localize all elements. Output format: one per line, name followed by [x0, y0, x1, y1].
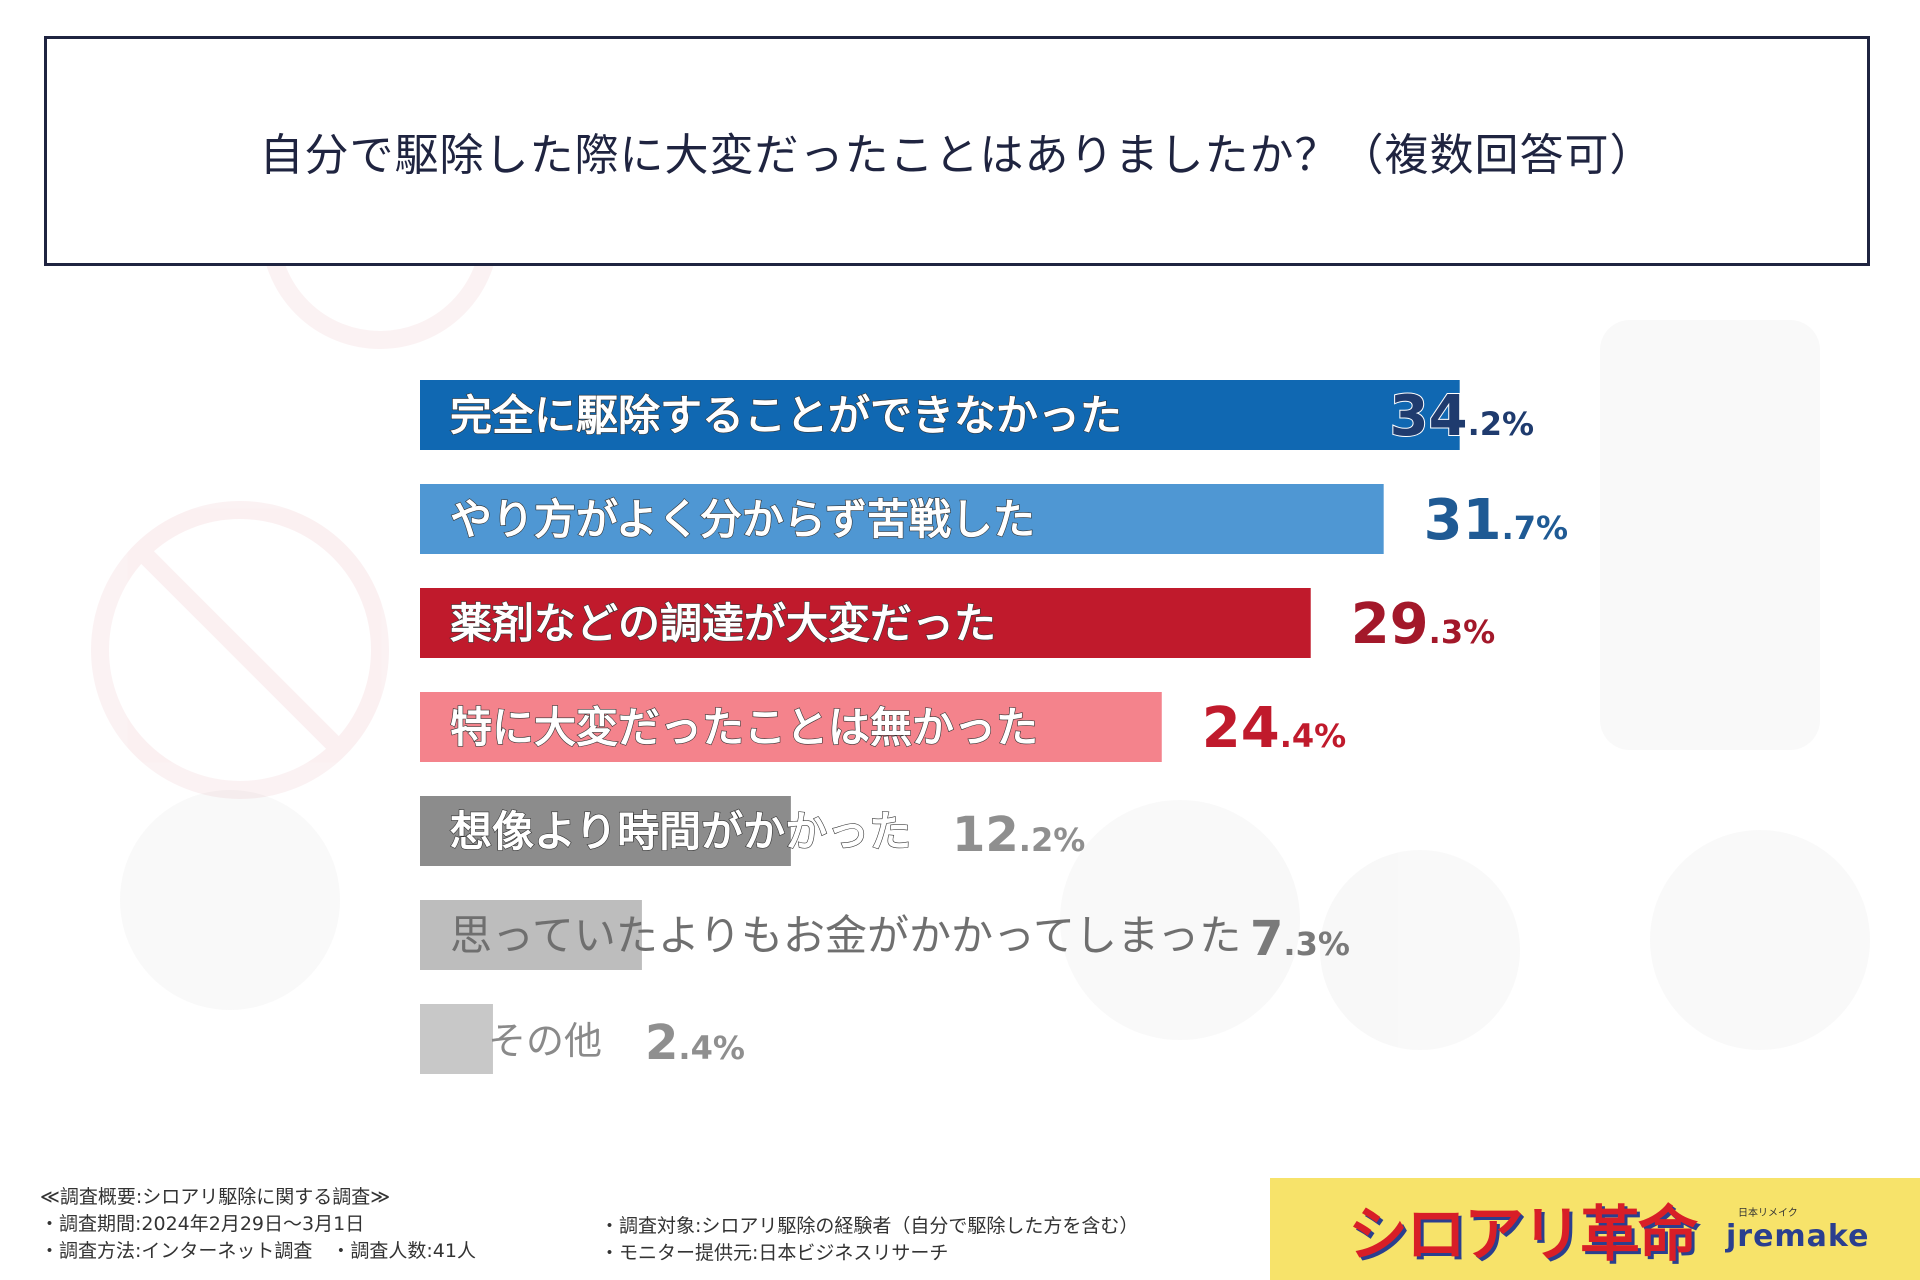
logo-main-text: シロアリ革命 [1348, 1199, 1698, 1270]
survey-target: ・調査対象:シロアリ駆除の経験者（自分で駆除した方を含む） [600, 1215, 1139, 1237]
category-label-4: 特に大変だったことは無かった [450, 703, 1038, 752]
bar-3 [420, 588, 1311, 658]
survey-footer-right: ・調査対象:シロアリ駆除の経験者（自分で駆除した方を含む） ・モニター提供元:日… [600, 1213, 1138, 1267]
value-label-3: 29.3% [1351, 592, 1495, 657]
bar-5 [420, 796, 791, 866]
category-label-6: 思っていたよりもお金がかかってしまった [450, 911, 1241, 960]
value-label-7: 2.4% [645, 1015, 745, 1071]
value-label-2: 31.7% [1424, 488, 1568, 553]
logo-brand: jremake [1726, 1219, 1870, 1254]
category-label-1: 完全に駆除することができなかった [450, 391, 1122, 440]
value-label-1: 34.2% [1390, 384, 1534, 449]
category-label-2: やり方がよく分からず苦戦した [450, 495, 1035, 544]
brand-logo: シロアリ革命 日本リメイク jremake [1270, 1178, 1920, 1280]
bar-2 [420, 484, 1384, 554]
survey-method: ・調査方法:インターネット調査 ・調査人数:41人 [40, 1240, 476, 1262]
category-label-3: 薬剤などの調達が大変だった [450, 599, 996, 648]
chart-title: 自分で駆除した際に大変だったことはありましたか？（複数回答可） [259, 130, 1655, 181]
survey-summary: ≪調査概要:シロアリ駆除に関する調査≫ [40, 1186, 391, 1208]
bar-7 [420, 1004, 493, 1074]
category-label-7: その他 [488, 1019, 602, 1063]
bar-chart: 完全に駆除することができなかった 34.2% やり方がよく分からず苦戦した 31.7%… [420, 380, 1568, 1074]
bar-6 [420, 900, 642, 970]
bar-1 [420, 380, 1460, 450]
logo-sub: 日本リメイク jremake [1726, 1204, 1869, 1254]
bar-4 [420, 692, 1162, 762]
value-label-4: 24.4% [1202, 696, 1346, 761]
value-label-6: 7.3% [1250, 911, 1350, 967]
survey-period: ・調査期間:2024年2月29日〜3月1日 [40, 1213, 365, 1235]
survey-monitor: ・モニター提供元:日本ビジネスリサーチ [600, 1242, 949, 1264]
category-label-5: 想像より時間がかかった [450, 807, 911, 856]
survey-footer-left: ≪調査概要:シロアリ駆除に関する調査≫ ・調査期間:2024年2月29日〜3月1… [40, 1184, 476, 1265]
value-label-5: 12.2% [952, 807, 1085, 863]
title-box: 自分で駆除した際に大変だったことはありましたか？（複数回答可） [44, 36, 1870, 266]
logo-kana: 日本リメイク [1738, 1208, 1798, 1219]
